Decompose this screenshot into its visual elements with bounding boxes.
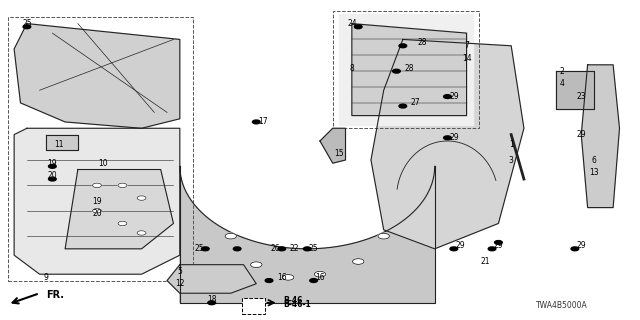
Circle shape [393, 69, 400, 73]
Text: 14: 14 [461, 54, 472, 63]
Text: 24: 24 [347, 19, 356, 28]
Circle shape [495, 241, 502, 244]
Text: 29: 29 [456, 241, 465, 250]
Circle shape [265, 279, 273, 283]
Polygon shape [581, 65, 620, 208]
Text: 19: 19 [47, 159, 57, 168]
Circle shape [248, 302, 258, 307]
Text: 26: 26 [271, 244, 280, 253]
Circle shape [571, 247, 579, 251]
Circle shape [234, 247, 241, 251]
Text: 10: 10 [99, 159, 108, 168]
Text: 7: 7 [464, 41, 469, 50]
Circle shape [49, 164, 56, 168]
Polygon shape [14, 128, 180, 274]
Text: 13: 13 [589, 168, 599, 177]
Text: 25: 25 [309, 244, 319, 253]
Circle shape [93, 183, 101, 188]
Polygon shape [167, 265, 256, 293]
Text: 19: 19 [92, 197, 102, 206]
Circle shape [310, 279, 317, 283]
Circle shape [353, 259, 364, 264]
Text: 5: 5 [177, 267, 182, 276]
Circle shape [137, 231, 146, 235]
Text: 15: 15 [334, 149, 344, 158]
Circle shape [252, 120, 260, 124]
Circle shape [250, 262, 262, 268]
Text: 17: 17 [258, 117, 268, 126]
Polygon shape [46, 135, 78, 150]
Text: 11: 11 [54, 140, 63, 148]
Text: 29: 29 [577, 241, 586, 250]
Text: 1: 1 [509, 140, 513, 148]
Polygon shape [352, 24, 467, 116]
Text: 9: 9 [44, 273, 49, 282]
Circle shape [202, 247, 209, 251]
Circle shape [378, 233, 390, 239]
Circle shape [49, 177, 56, 181]
Text: 21: 21 [481, 257, 490, 266]
Polygon shape [320, 128, 346, 163]
Text: 29: 29 [449, 92, 459, 101]
Bar [333, 11, 479, 128]
Circle shape [208, 301, 216, 305]
Text: 6: 6 [591, 156, 596, 164]
Circle shape [488, 247, 496, 251]
Polygon shape [339, 14, 473, 125]
Circle shape [444, 136, 451, 140]
Circle shape [450, 247, 458, 251]
Circle shape [23, 25, 31, 29]
Text: 28: 28 [417, 38, 427, 47]
Circle shape [355, 25, 362, 29]
Circle shape [93, 209, 101, 213]
Circle shape [118, 183, 127, 188]
Text: 16: 16 [315, 273, 325, 282]
Polygon shape [65, 170, 173, 249]
Text: 20: 20 [47, 172, 57, 180]
Text: FR.: FR. [46, 290, 64, 300]
Bar [242, 298, 264, 314]
Text: TWA4B5000A: TWA4B5000A [536, 301, 588, 310]
Text: 16: 16 [277, 273, 287, 282]
Text: 25: 25 [194, 244, 204, 253]
Text: 2: 2 [560, 67, 564, 76]
Text: 3: 3 [509, 156, 514, 164]
Text: 28: 28 [404, 63, 414, 73]
Text: B-46-1: B-46-1 [283, 300, 311, 309]
Polygon shape [371, 39, 524, 249]
Text: 29: 29 [449, 133, 459, 142]
Circle shape [444, 95, 451, 99]
Polygon shape [556, 71, 594, 109]
Text: 25: 25 [22, 19, 32, 28]
Text: 29: 29 [493, 241, 503, 250]
Text: 27: 27 [411, 99, 420, 108]
Circle shape [225, 233, 237, 239]
Circle shape [314, 271, 326, 277]
Text: B-46: B-46 [283, 296, 303, 305]
Circle shape [282, 275, 294, 280]
Text: 23: 23 [577, 92, 586, 101]
Circle shape [399, 44, 406, 48]
Text: 12: 12 [175, 279, 184, 288]
Polygon shape [14, 24, 180, 128]
Text: 22: 22 [290, 244, 300, 253]
Text: 29: 29 [577, 130, 586, 139]
Bar [8, 17, 193, 281]
Polygon shape [180, 166, 435, 303]
Text: 18: 18 [207, 295, 216, 304]
Circle shape [303, 247, 311, 251]
Text: 4: 4 [560, 79, 564, 88]
Text: 8: 8 [349, 63, 354, 73]
Text: 20: 20 [92, 209, 102, 219]
Circle shape [118, 221, 127, 226]
Circle shape [278, 247, 285, 251]
Circle shape [137, 196, 146, 200]
Circle shape [399, 104, 406, 108]
